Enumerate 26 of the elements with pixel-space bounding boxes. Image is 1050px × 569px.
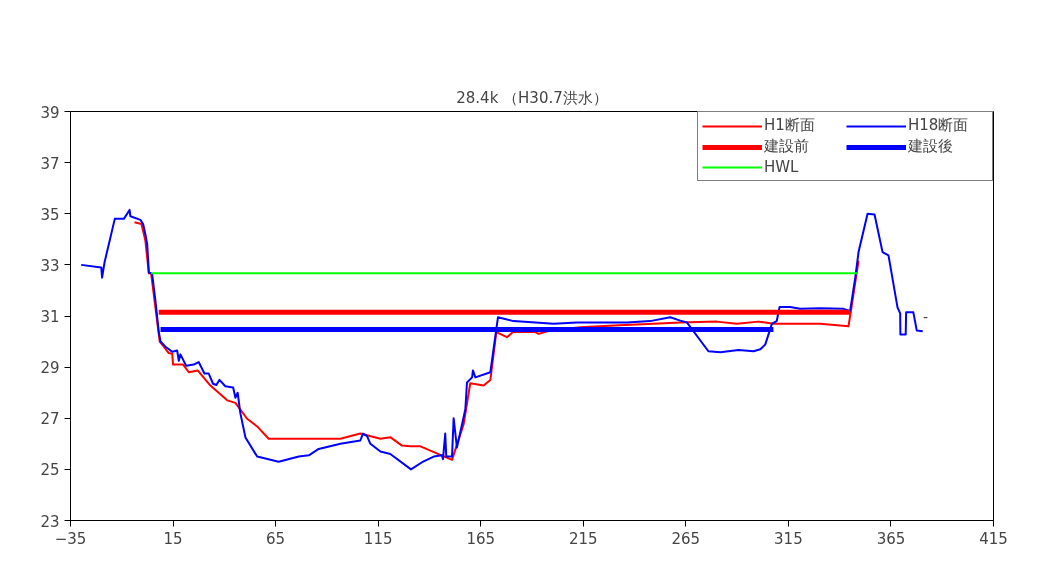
y-tick-label: 31 [40, 308, 60, 326]
legend-label: HWL [764, 158, 800, 176]
x-tick-label: 15 [163, 529, 183, 548]
x-tick-label: 65 [266, 529, 286, 548]
x-tick-label: 315 [774, 529, 803, 548]
legend-label: 建設前 [764, 137, 810, 156]
chart-title: 28.4k （H30.7洪水） [456, 88, 608, 107]
x-tick-label: 415 [979, 529, 1008, 548]
legend-label: H1断面 [764, 116, 816, 135]
y-tick-label: 25 [40, 461, 60, 480]
y-tick-label: 33 [40, 256, 60, 275]
y-tick-label: 39 [40, 103, 60, 122]
y-tick-label: 35 [40, 205, 60, 224]
x-tick-label: 115 [363, 529, 393, 548]
x-tick-label: 165 [466, 529, 496, 548]
x-tick-label: 365 [876, 529, 906, 548]
legend-label: H18断面 [908, 116, 970, 135]
y-tick-label: 37 [40, 154, 60, 173]
annotation: - [922, 308, 929, 325]
x-tick-label: −35 [54, 529, 87, 548]
y-tick-label: 27 [40, 410, 60, 429]
x-tick-label: 215 [568, 529, 598, 548]
x-tick-label: 265 [671, 529, 701, 548]
y-tick-label: 29 [40, 359, 60, 378]
legend-label: 建設後 [908, 137, 954, 156]
y-tick-label: 23 [40, 512, 60, 531]
